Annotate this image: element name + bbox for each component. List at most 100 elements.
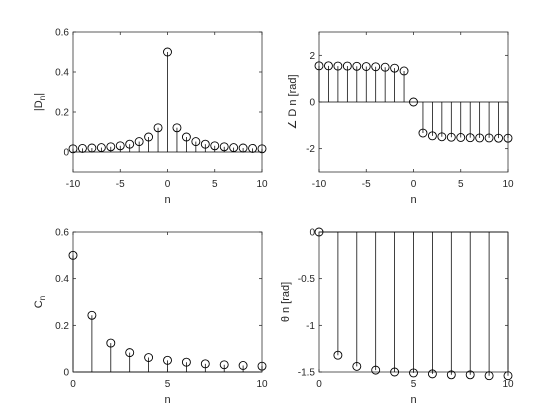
x-tick-label: -10 — [66, 179, 81, 190]
stem-marker — [87, 143, 97, 153]
stem-marker — [494, 133, 503, 143]
stem-marker — [446, 132, 456, 142]
stem-marker — [380, 62, 390, 72]
x-axis-ticks: 0 5 10 — [70, 232, 268, 390]
stem-marker — [314, 61, 324, 71]
stem-marker — [257, 144, 267, 154]
plot-area — [72, 231, 263, 373]
stem-marker — [163, 355, 172, 365]
subplot-phase-theta: 0 5 10 -1.5 -1 -0.5 0 n θ n [rad] — [280, 228, 514, 407]
stem-marker — [371, 365, 381, 375]
stem-marker — [484, 133, 494, 143]
x-tick-label: 0 — [165, 179, 171, 190]
stem-marker — [409, 368, 418, 378]
y-tick-label: 0 — [63, 368, 69, 379]
y-axis-label: θ n [rad] — [280, 282, 292, 322]
x-tick-label: 5 — [165, 379, 171, 390]
y-tick-label: -1.5 — [298, 368, 316, 379]
x-axis-ticks: -10 -5 0 5 10 — [66, 32, 268, 190]
y-axis-ticks: 0 0.2 0.4 0.6 — [55, 228, 262, 379]
y-axis-label: ∠ D n [rad] — [287, 74, 299, 129]
stem-marker — [427, 131, 437, 141]
stem-marker — [200, 359, 210, 369]
x-tick-label: -5 — [116, 179, 125, 190]
stem-series — [68, 47, 267, 154]
stem-marker — [503, 133, 513, 143]
y-tick-label: 0 — [309, 98, 315, 109]
y-axis-ticks: 0 0.2 0.4 0.6 — [55, 28, 262, 159]
stem-marker — [409, 97, 418, 107]
y-axis-ticks: -2 0 2 — [306, 51, 508, 155]
y-tick-label: 0 — [63, 148, 69, 159]
x-axis-label: n — [410, 394, 416, 406]
stem-marker — [427, 369, 437, 379]
stem-marker — [191, 137, 201, 147]
stem-marker — [172, 123, 182, 133]
x-tick-label: 0 — [316, 379, 322, 390]
x-tick-label: -10 — [312, 179, 327, 190]
x-tick-label: 0 — [411, 179, 417, 190]
subplot-phase-dn: -10 -5 0 5 10 -2 0 2 n ∠ D n [rad] — [287, 31, 514, 206]
stem-marker — [96, 143, 106, 153]
x-axis-ticks: 0 5 10 — [316, 232, 514, 390]
stem-marker — [475, 133, 485, 143]
stem-marker — [134, 137, 144, 147]
stem-marker — [333, 61, 343, 71]
stem-marker — [125, 139, 135, 149]
stem-marker — [219, 360, 229, 370]
x-tick-label: 5 — [212, 179, 218, 190]
y-tick-label: 0 — [309, 228, 315, 239]
stem-marker — [153, 123, 163, 133]
stem-marker — [181, 132, 191, 142]
stem-marker — [390, 367, 400, 377]
stem-marker — [465, 370, 475, 380]
y-tick-label: 0.2 — [55, 108, 69, 119]
stem-marker — [77, 143, 87, 153]
subplot-magnitude-dn: -10 -5 0 5 10 0 0.2 0.4 0.6 n |Dn| — [33, 28, 268, 207]
stem-series — [314, 61, 513, 143]
stem-marker — [219, 142, 229, 152]
x-tick-label: 0 — [70, 379, 76, 390]
y-tick-label: 0.2 — [55, 321, 69, 332]
stem-marker — [210, 141, 220, 151]
stem-marker — [144, 353, 154, 362]
stem-marker — [87, 310, 97, 320]
x-axis-label: n — [164, 194, 170, 206]
stem-marker — [68, 250, 78, 260]
x-axis-label: n — [410, 194, 416, 206]
stem-marker — [314, 227, 324, 237]
stem-marker — [361, 62, 371, 71]
y-axis-ticks: -1.5 -1 -0.5 0 — [298, 228, 508, 379]
stem-marker — [163, 47, 172, 57]
stem-marker — [324, 61, 333, 71]
y-tick-label: -1 — [306, 321, 315, 332]
stem-marker — [446, 370, 456, 380]
x-tick-label: -5 — [362, 179, 371, 190]
y-tick-label: 0.6 — [55, 28, 69, 39]
stem-marker — [484, 371, 494, 381]
stem-marker — [465, 133, 475, 143]
stem-marker — [342, 61, 352, 71]
x-tick-label: 10 — [502, 179, 514, 190]
x-tick-label: 10 — [502, 379, 514, 390]
stem-marker — [437, 132, 447, 142]
x-tick-label: 5 — [411, 379, 417, 390]
stem-marker — [181, 357, 191, 367]
stem-marker — [144, 132, 154, 142]
x-tick-label: 10 — [256, 379, 268, 390]
stem-marker — [352, 361, 362, 371]
stem-marker — [333, 350, 343, 360]
stem-marker — [390, 63, 400, 73]
x-axis-label: n — [164, 394, 170, 406]
x-tick-label: 10 — [256, 179, 268, 190]
stem-marker — [229, 143, 239, 153]
y-tick-label: -0.5 — [298, 274, 316, 285]
stem-marker — [399, 66, 409, 76]
stem-marker — [371, 62, 381, 72]
subplot-magnitude-cn: 0 5 10 0 0.2 0.4 0.6 n Cn — [33, 228, 268, 407]
stem-marker — [68, 144, 78, 154]
stem-marker — [238, 361, 248, 370]
stem-marker — [248, 143, 258, 153]
stem-marker — [456, 133, 466, 142]
y-tick-label: 0.4 — [55, 68, 69, 79]
